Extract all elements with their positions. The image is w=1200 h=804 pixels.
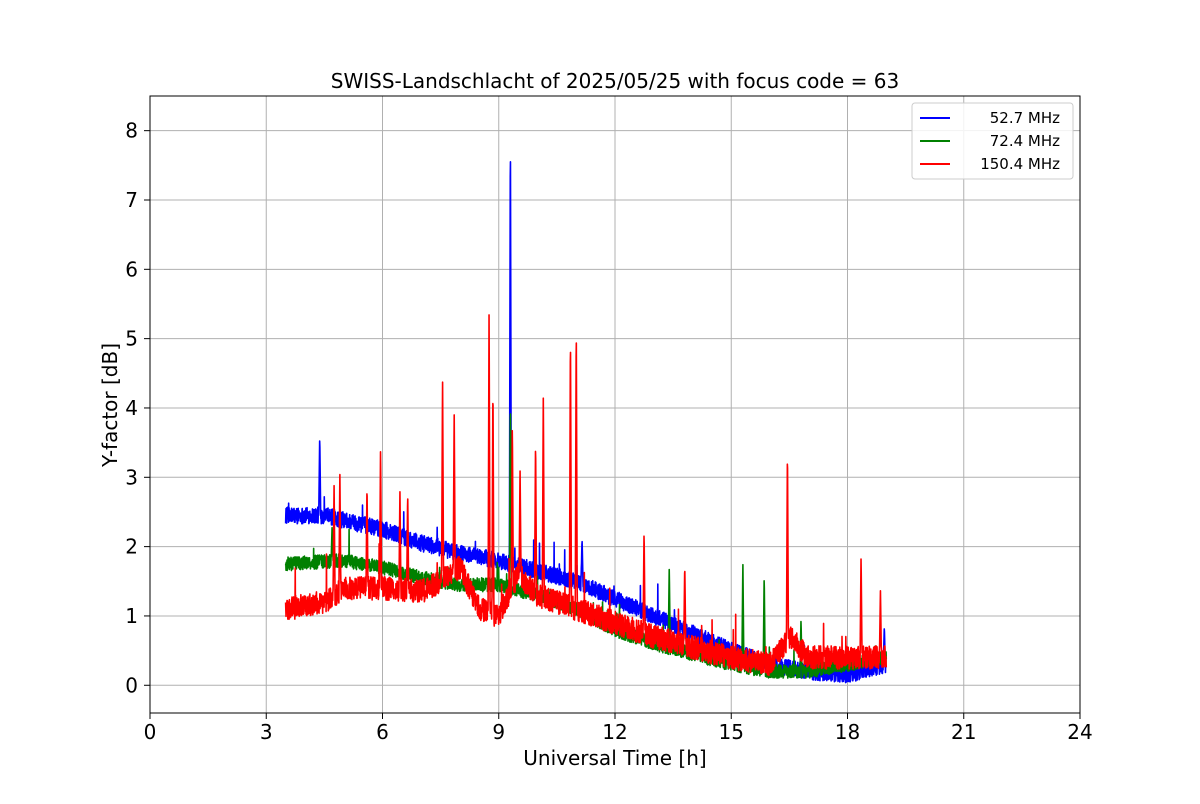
y-tick-label-0: 0: [125, 673, 138, 697]
legend-label-2: 150.4 MHz: [980, 155, 1060, 173]
x-tick-label-6: 18: [835, 720, 860, 744]
chart-title: SWISS-Landschlacht of 2025/05/25 with fo…: [331, 69, 899, 93]
grid: [149, 96, 1081, 713]
y-tick-label-6: 6: [125, 257, 138, 281]
legend-label-1: 72.4 MHz: [990, 132, 1060, 150]
x-tick-label-2: 6: [376, 720, 389, 744]
y-tick-label-8: 8: [125, 119, 138, 143]
series-lines: [284, 161, 888, 684]
y-tick-label-5: 5: [125, 327, 138, 351]
legend: 52.7 MHz 72.4 MHz 150.4 MHz: [911, 102, 1074, 180]
y-tick-label-1: 1: [125, 604, 138, 628]
x-tick-label-7: 21: [951, 720, 976, 744]
x-tick-label-3: 9: [492, 720, 505, 744]
y-axis-label: Y-factor [dB]: [98, 343, 122, 468]
y-tick-label-2: 2: [125, 535, 138, 559]
legend-box: [911, 102, 1074, 180]
x-tick-label-4: 12: [602, 720, 627, 744]
y-tick-label-7: 7: [125, 188, 138, 212]
x-axis-label: Universal Time [h]: [523, 746, 706, 770]
x-tick-label-8: 24: [1067, 720, 1092, 744]
x-tick-label-5: 15: [719, 720, 744, 744]
legend-label-0: 52.7 MHz: [990, 109, 1060, 127]
series-line-2: [284, 314, 888, 677]
x-tick-label-0: 0: [144, 720, 157, 744]
y-tick-label-4: 4: [125, 396, 138, 420]
y-tick-label-3: 3: [125, 465, 138, 489]
x-tick-label-1: 3: [260, 720, 273, 744]
